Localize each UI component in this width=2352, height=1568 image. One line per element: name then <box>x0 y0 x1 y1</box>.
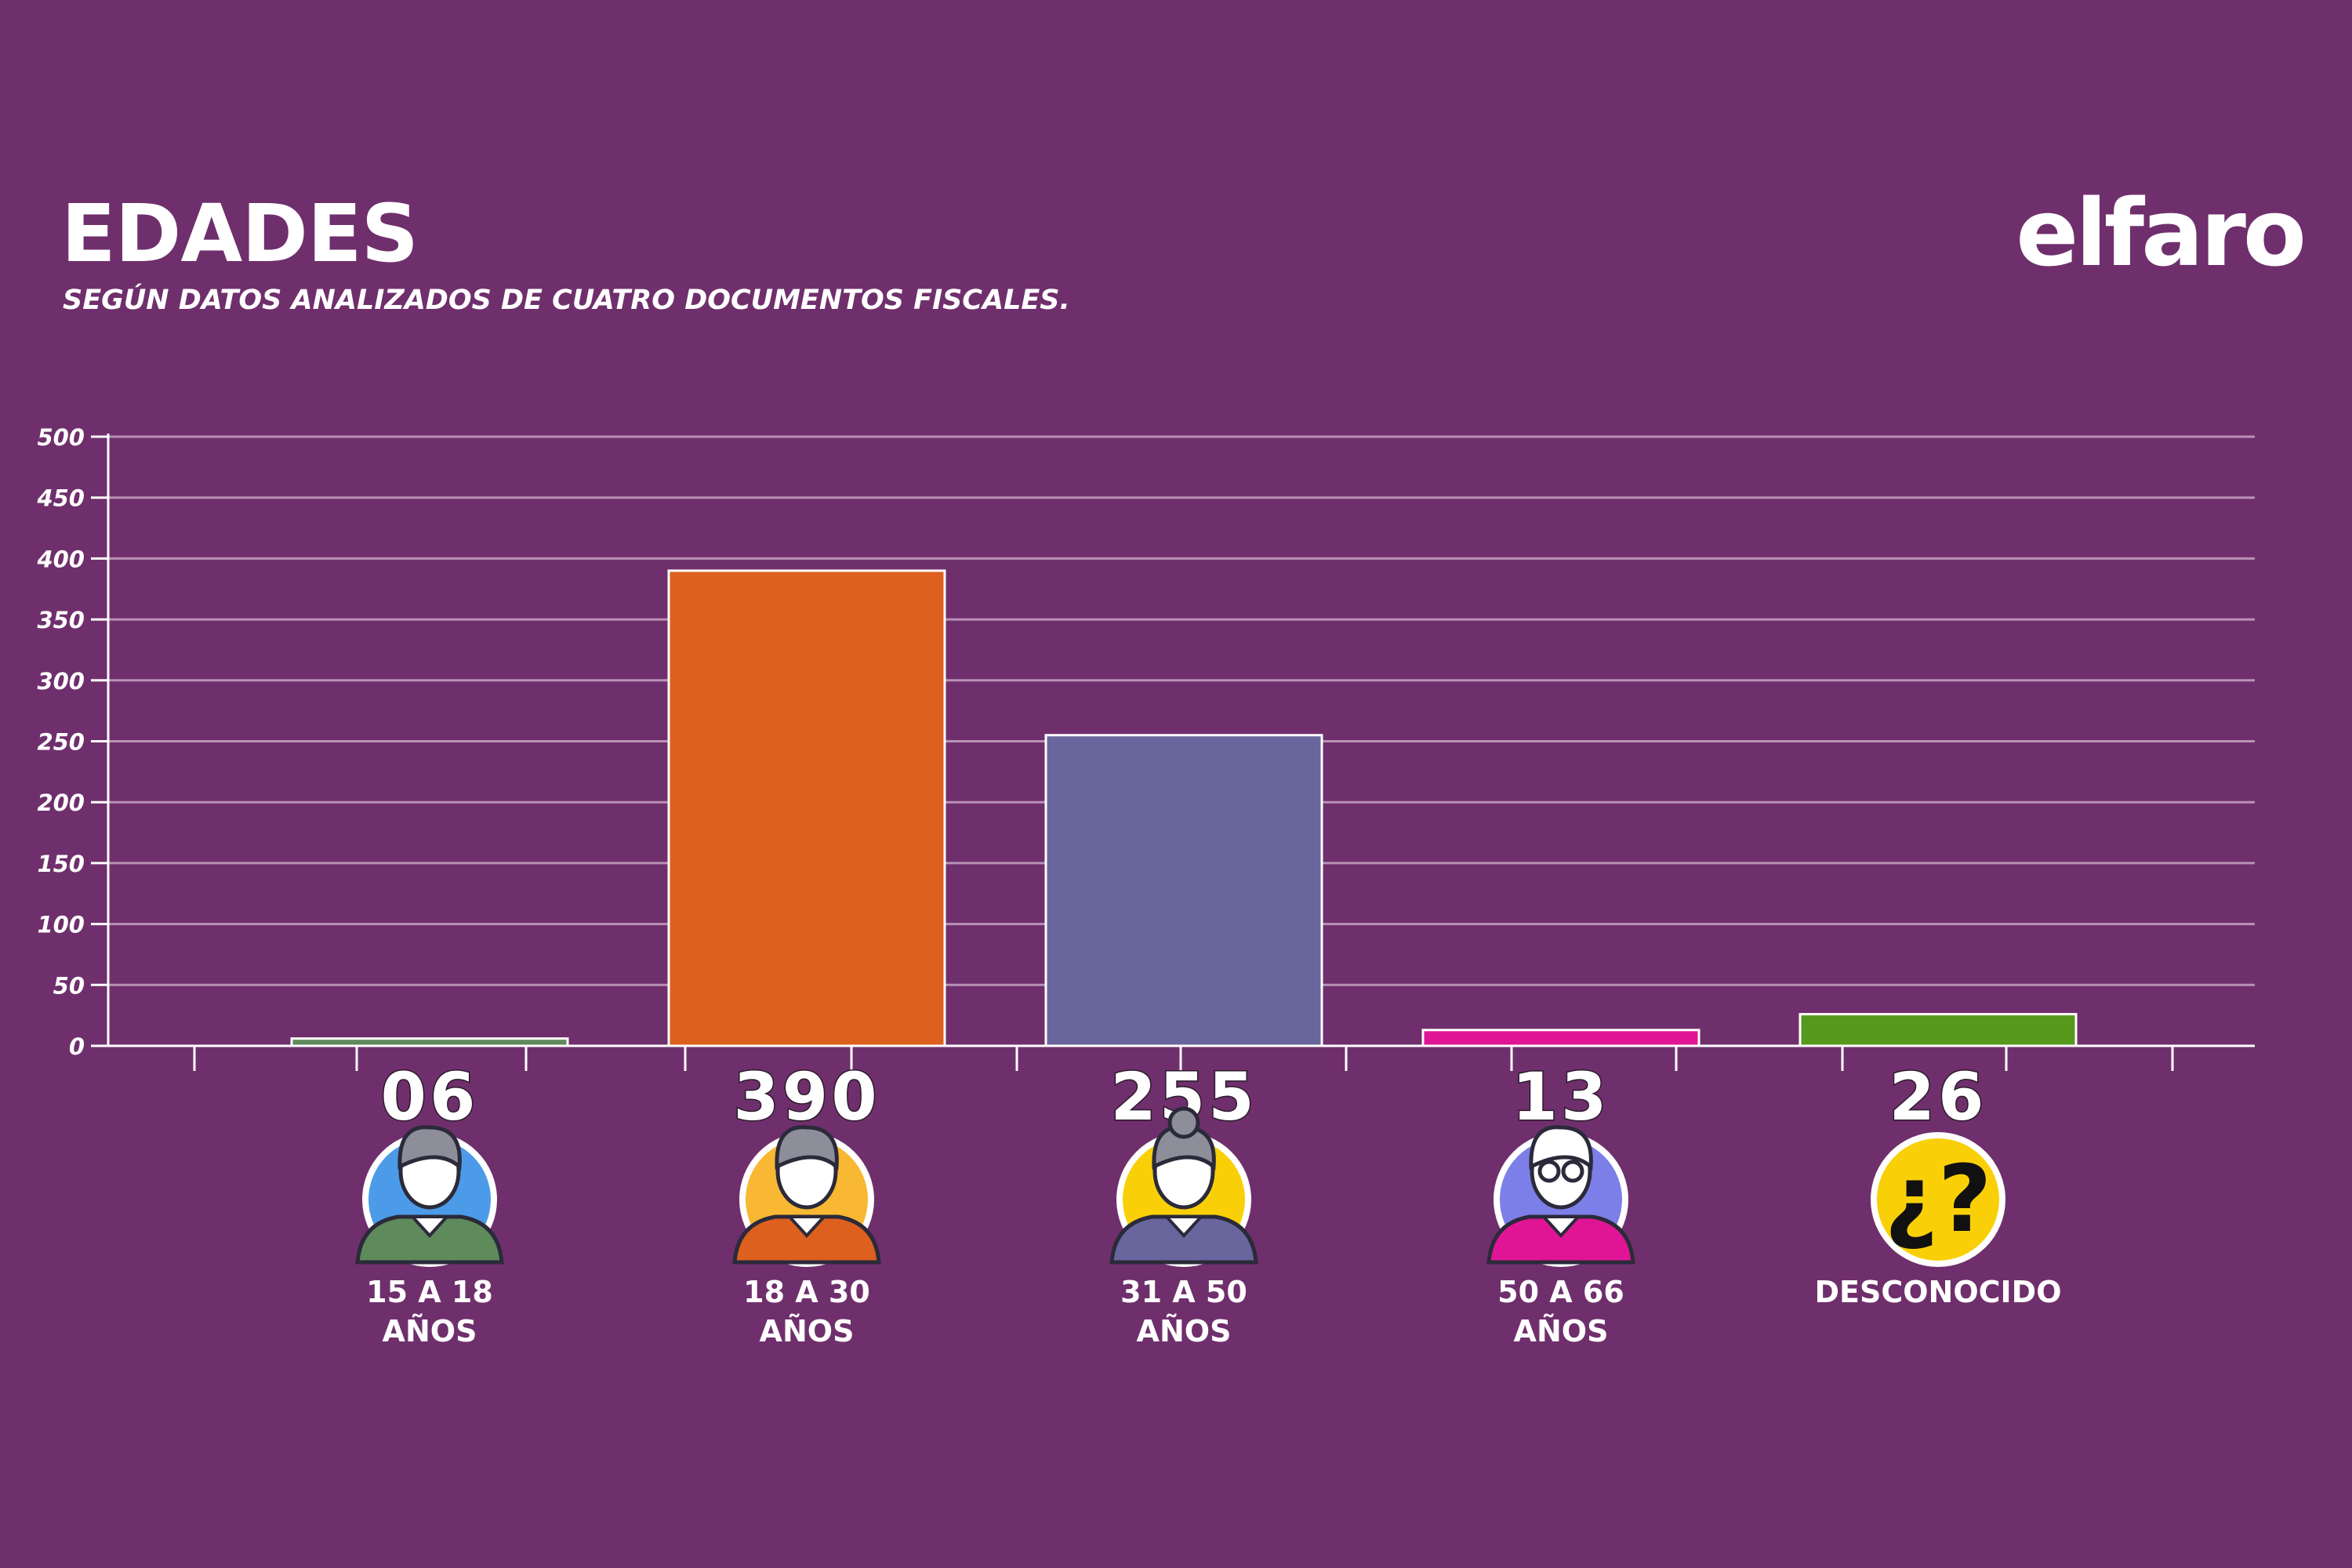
bar <box>667 569 946 1047</box>
category-label: 31 A 50 <box>1120 1275 1247 1309</box>
category-label: AÑOS <box>1137 1314 1232 1348</box>
bar <box>1044 734 1323 1047</box>
svg-text:¿?: ¿? <box>1885 1145 1992 1253</box>
value-labels: 06 390 255 13 26 <box>379 1058 1987 1137</box>
value-label: 06 <box>381 1058 479 1135</box>
y-tick-label: 150 <box>37 851 85 877</box>
category-labels: 15 A 18 AÑOS 18 A 30 AÑOS 31 A 50 AÑOS 50 A 66… <box>366 1275 2061 1348</box>
adult-person-icon <box>732 1125 881 1267</box>
value-label: 13 <box>1512 1058 1610 1135</box>
y-tick-label: 200 <box>37 789 85 816</box>
category-label: 15 A 18 <box>366 1275 493 1309</box>
brand-logo: elfaro <box>2016 179 2307 287</box>
young-person-icon <box>355 1125 504 1267</box>
elder-person-icon <box>1486 1125 1635 1267</box>
y-tick-label: 300 <box>37 668 85 695</box>
category-label: AÑOS <box>383 1314 477 1348</box>
category-label: 18 A 30 <box>743 1275 870 1309</box>
y-axis: 0 50 100 150 200 250 300 350 400 450 500 <box>36 424 110 1060</box>
bar <box>1798 1013 2078 1047</box>
y-tick-label: 0 <box>69 1033 85 1060</box>
bars <box>290 569 2078 1047</box>
y-tick-label: 500 <box>37 424 85 451</box>
y-tick-label: 50 <box>53 972 85 999</box>
y-tick-label: 350 <box>37 607 85 633</box>
value-label: 390 <box>733 1058 880 1135</box>
x-axis <box>108 1044 2255 1071</box>
y-tick-label: 100 <box>37 912 85 938</box>
y-tick-label: 450 <box>36 485 85 512</box>
bar <box>1421 1029 1700 1047</box>
category-label: AÑOS <box>1514 1314 1609 1348</box>
woman-person-icon <box>1109 1106 1258 1267</box>
value-label: 26 <box>1889 1058 1987 1135</box>
category-label: DESCONOCIDO <box>1814 1275 2061 1309</box>
chart-title: EDADES <box>61 187 419 281</box>
category-icons: ¿? <box>355 1106 2005 1267</box>
chart-subtitle: SEGÚN DATOS ANALIZADOS DE CUATRO DOCUMEN… <box>63 285 1070 316</box>
y-tick-label: 250 <box>37 729 85 756</box>
y-tick-label: 400 <box>36 546 85 572</box>
category-label: 50 A 66 <box>1497 1275 1624 1309</box>
question-mark-icon: ¿? <box>1871 1132 2005 1267</box>
category-label: AÑOS <box>760 1314 855 1348</box>
